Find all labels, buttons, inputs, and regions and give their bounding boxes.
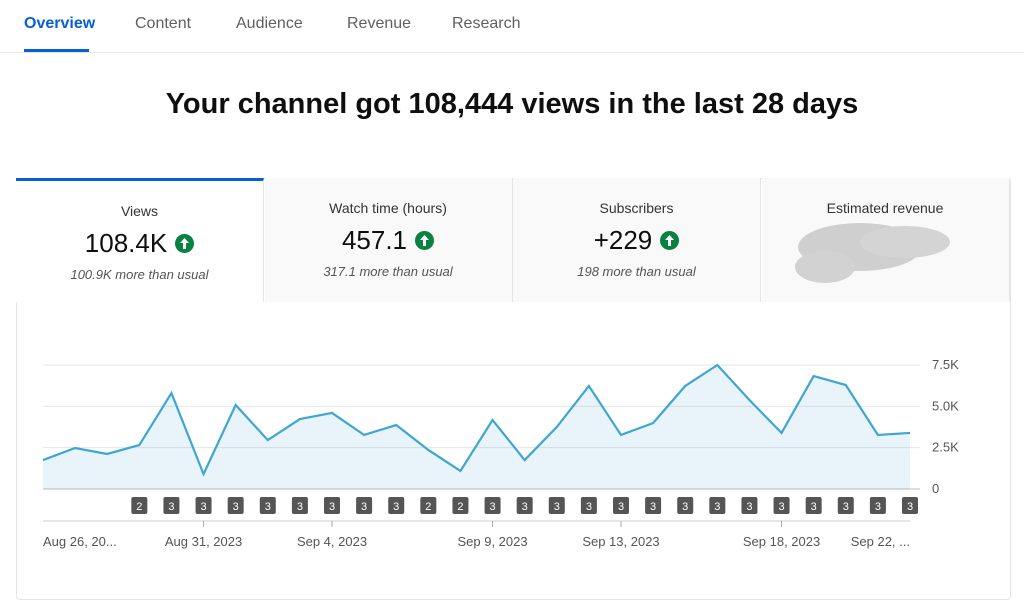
annotation-badge bbox=[131, 497, 148, 514]
annotation-count: 3 bbox=[168, 501, 174, 513]
annotation-badge bbox=[677, 497, 694, 514]
views-chart: 0 2.5K 5.0K 7.5K 2 3 3 3 3 3 3 3 3 2 2 3 3 3 3 3 3 3 3 3 3 3 3 3 3 Au… bbox=[42, 357, 959, 549]
annotation-badge bbox=[420, 497, 437, 514]
annotation-count: 3 bbox=[554, 501, 560, 513]
x-tick-label: Sep 4, 2023 bbox=[297, 534, 367, 549]
metric-note: 317.1 more than usual bbox=[323, 264, 453, 279]
x-tick-label: Sep 9, 2023 bbox=[457, 534, 527, 549]
annotation-badge bbox=[805, 497, 822, 514]
annotation-count: 3 bbox=[746, 501, 752, 513]
annotation-badge bbox=[484, 497, 501, 514]
up-arrow-icon bbox=[660, 230, 680, 250]
annotation-badge bbox=[324, 497, 340, 514]
annotation-count: 3 bbox=[265, 501, 271, 513]
annotation-badge bbox=[452, 497, 469, 514]
tab[interactable]: Revenue bbox=[347, 15, 412, 32]
annotation-count: 3 bbox=[393, 501, 399, 513]
y-tick-label: 2.5K bbox=[932, 440, 959, 455]
annotation-count: 3 bbox=[714, 501, 720, 513]
tab[interactable]: Audience bbox=[236, 15, 303, 32]
annotation-count: 3 bbox=[618, 501, 624, 513]
annotation-badge bbox=[837, 497, 854, 514]
metric-card[interactable]: Subscribers +229 198 more than usual bbox=[513, 178, 761, 302]
annotation-badge bbox=[580, 497, 597, 514]
annotation-badge bbox=[773, 497, 790, 514]
annotation-count: 3 bbox=[843, 501, 849, 513]
up-arrow-icon bbox=[415, 230, 435, 250]
annotation-badge bbox=[227, 497, 244, 514]
annotation-count: 2 bbox=[425, 501, 431, 513]
annotation-count: 3 bbox=[682, 501, 688, 513]
y-tick-label: 0 bbox=[932, 481, 939, 496]
metric-value-row: 457.1 bbox=[265, 224, 512, 256]
metric-label: Subscribers bbox=[599, 200, 674, 216]
annotation-count: 3 bbox=[329, 501, 335, 513]
area bbox=[43, 365, 910, 489]
y-tick-label: 5.0K bbox=[932, 398, 959, 413]
annotation-badge bbox=[709, 497, 726, 514]
metric-card[interactable]: Views 108.4K 100.9K more than usual bbox=[16, 178, 264, 302]
annotation-badge bbox=[259, 497, 276, 514]
annotation-badge bbox=[356, 497, 373, 514]
annotation-count: 3 bbox=[297, 501, 303, 513]
annotation-count: 2 bbox=[136, 501, 142, 513]
annotation-badge bbox=[516, 497, 533, 514]
annotation-count: 3 bbox=[233, 501, 239, 513]
line bbox=[42, 363, 911, 477]
annotation-count: 3 bbox=[811, 501, 817, 513]
x-tick-label: Sep 22, ... bbox=[851, 534, 910, 549]
x-tick-label: Aug 31, 2023 bbox=[165, 534, 242, 549]
annotation-badge bbox=[291, 497, 308, 514]
annotation-badge bbox=[195, 497, 212, 514]
annotation-badge bbox=[388, 497, 405, 514]
metric-label: Estimated revenue bbox=[826, 200, 944, 216]
tab[interactable]: Overview bbox=[24, 15, 96, 32]
annotation-badge bbox=[163, 497, 180, 514]
tab[interactable]: Content bbox=[135, 15, 192, 32]
annotation-count: 3 bbox=[875, 501, 881, 513]
redaction-blur bbox=[795, 223, 950, 283]
divider bbox=[0, 52, 1024, 53]
x-tick-label: Sep 18, 2023 bbox=[743, 534, 820, 549]
metric-value: 457.1 bbox=[341, 224, 408, 255]
annotation-count: 3 bbox=[650, 501, 656, 513]
active-tab-indicator bbox=[24, 49, 89, 52]
annotation-count: 3 bbox=[361, 501, 367, 513]
annotation-badge bbox=[613, 497, 629, 514]
x-tick-label: Sep 13, 2023 bbox=[582, 534, 659, 549]
metric-note: 100.9K more than usual bbox=[70, 267, 209, 282]
metric-value: +229 bbox=[593, 224, 653, 255]
up-arrow-icon bbox=[175, 233, 195, 253]
annotation-count: 3 bbox=[489, 501, 495, 513]
headline: Your channel got 108,444 views in the la… bbox=[165, 88, 859, 120]
annotation-badge bbox=[902, 497, 918, 514]
tab[interactable]: Research bbox=[452, 15, 521, 32]
metric-label: Watch time (hours) bbox=[329, 200, 447, 216]
annotation-count: 3 bbox=[778, 501, 784, 513]
metric-note: 198 more than usual bbox=[577, 264, 696, 279]
metric-value: 108.4K bbox=[84, 227, 168, 258]
annotation-count: 3 bbox=[522, 501, 528, 513]
page: Overview Content Audience Revenue Research Y… bbox=[0, 15, 1024, 600]
annotation-count: 3 bbox=[200, 501, 206, 513]
annotation-badge bbox=[645, 497, 662, 514]
metric-card[interactable]: Watch time (hours) 457.1 317.1 more than u… bbox=[264, 178, 513, 302]
metric-value-row: 108.4K bbox=[16, 227, 263, 259]
annotation-badge bbox=[869, 497, 886, 514]
x-tick-label: Aug 26, 20... bbox=[43, 534, 117, 549]
metric-label: Views bbox=[120, 203, 159, 219]
metric-value-row: +229 bbox=[513, 224, 760, 256]
annotation-count: 2 bbox=[457, 501, 463, 513]
annotation-count: 3 bbox=[907, 501, 913, 513]
y-tick-label: 7.5K bbox=[932, 357, 959, 372]
annotation-count: 3 bbox=[586, 501, 592, 513]
annotation-badge bbox=[741, 497, 758, 514]
annotation-badge bbox=[548, 497, 565, 514]
